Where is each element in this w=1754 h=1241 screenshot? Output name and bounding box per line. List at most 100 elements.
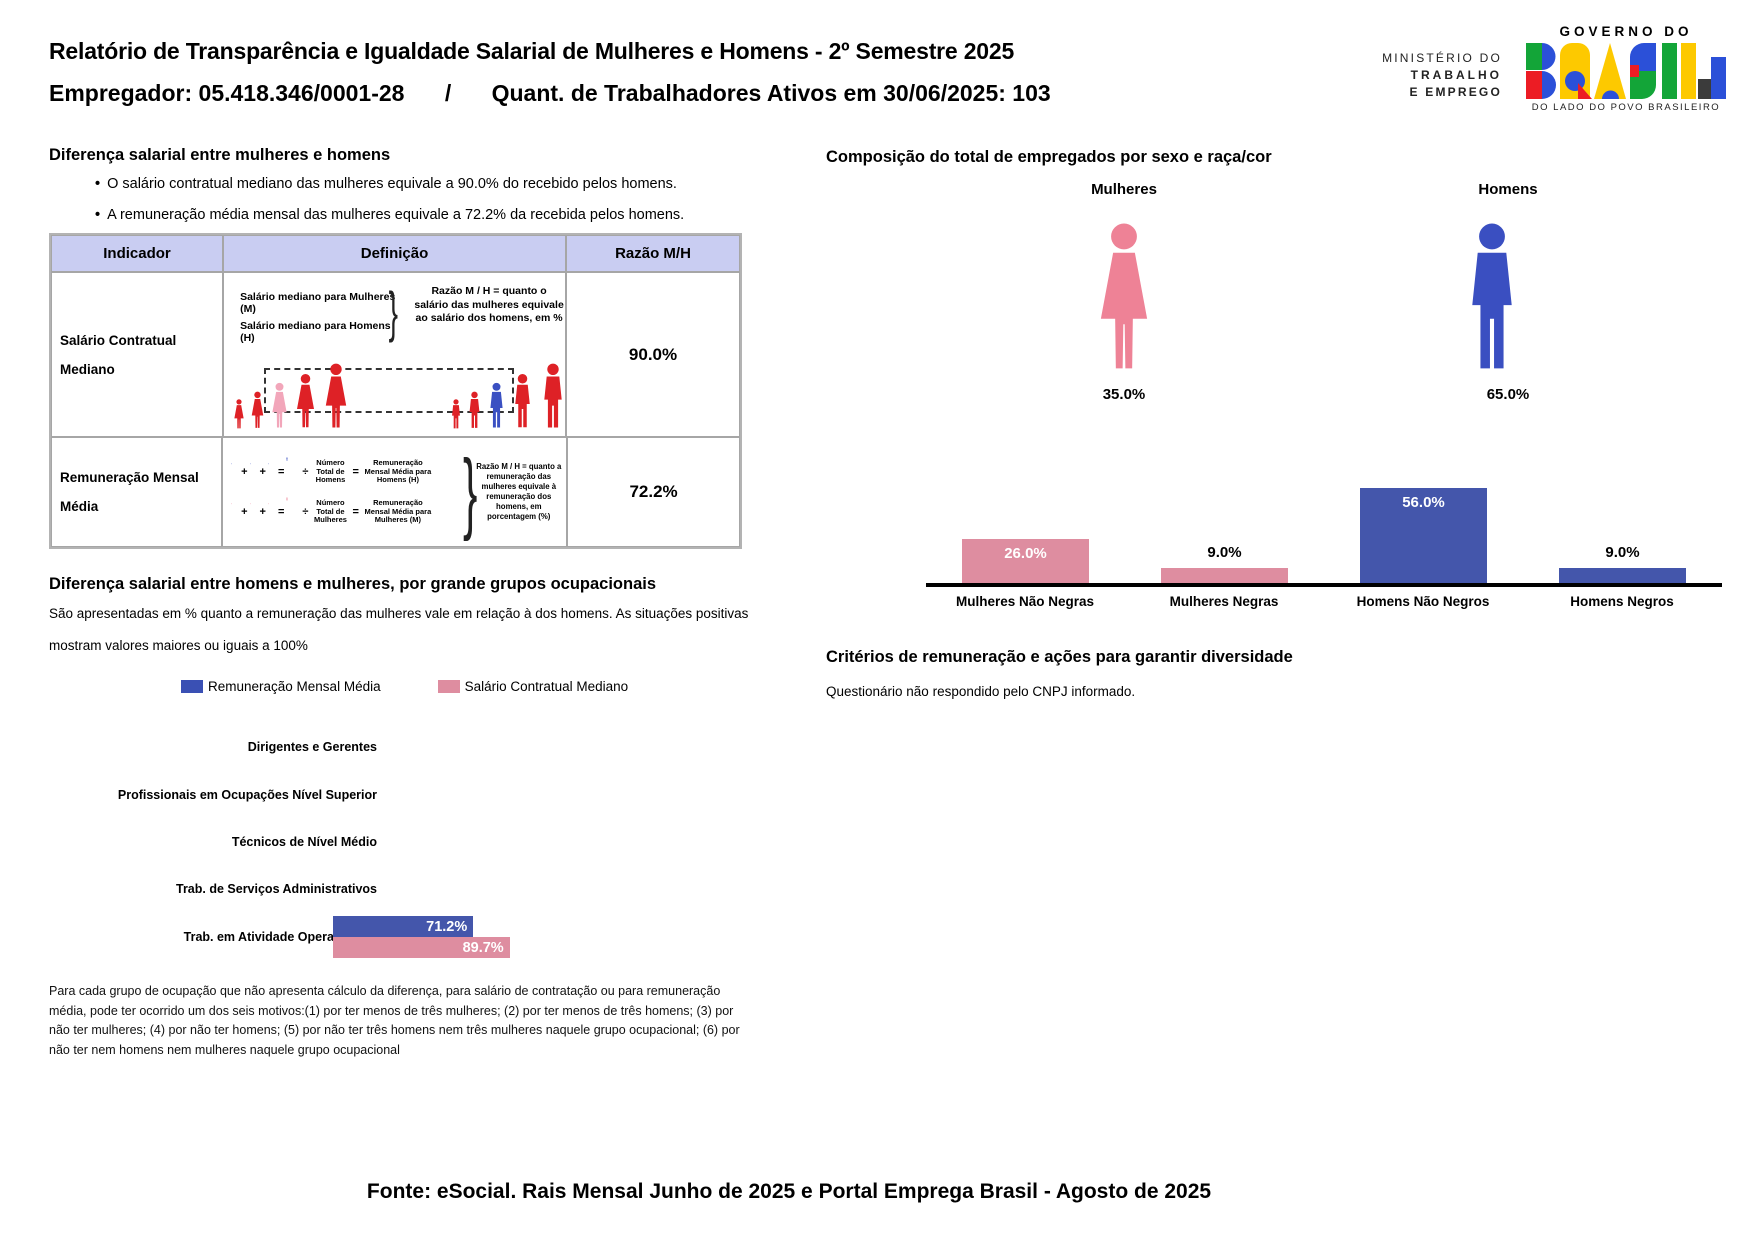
woman-icon [321,363,351,429]
women-formula: + + = ÷ Número Total de Mulheres = Remun… [231,497,459,527]
report-title: Relatório de Transparência e Igualdade S… [49,38,1015,64]
ministry-line3: E EMPREGO [1409,85,1502,99]
woman-icon-large [286,497,300,527]
source-line: Fonte: eSocial. Rais Mensal Junho de 202… [366,1180,1212,1203]
brace-icon: } [463,441,478,543]
employer-id: Empregador: 05.418.346/0001-28 [49,80,405,106]
man-icon-median [486,382,507,429]
women-result-label: Remuneração Mensal Média para Mulheres (… [364,498,432,525]
median-women-label: Salário mediano para Mulheres (M) [240,291,396,315]
divide-sign: ÷ [302,506,309,518]
category-dirigentes: Dirigentes e Gerentes [247,740,377,754]
median-men-label: Salário mediano para Homens (H) [240,320,391,344]
legend-item-mensal-media: Remuneração Mensal Média [181,679,381,694]
header-razao: Razão M/H [566,235,740,272]
category-servicos-adm: Trab. de Serviços Administrativos [176,882,377,896]
chart-legend: Remuneração Mensal Média Salário Contrat… [49,679,749,694]
criteria-title: Critérios de remuneração e ações para ga… [826,648,1293,666]
men-formula: + + = ÷ Número Total de Homens = Remuner… [231,457,459,487]
header-indicador: Indicador [51,235,223,272]
composition-title: Composição do total de empregados por se… [826,148,1272,166]
category-profissionais: Profissionais em Ocupações Nível Superio… [117,788,377,802]
ratio-cell-median: 90.0% [566,272,740,437]
bar-value-label: 9.0% [1605,544,1640,561]
divide-sign: ÷ [302,466,309,478]
definition-cell-median: Salário mediano para Mulheres (M) Salári… [223,272,568,437]
indicator-table: Indicador Definição Razão M/H Salário Co… [49,233,742,549]
bracket-icon: } [388,280,399,343]
men-figure-label: Homens [1478,181,1538,198]
man-icon [510,373,535,429]
legend-label: Salário Contratual Mediano [464,679,629,694]
indicator-cell-mean: Remuneração Mensal Média [51,437,223,547]
man-icon [449,399,463,429]
indicator-cell-median: Salário Contratual Mediano [51,272,224,437]
bullet-mean: A remuneração média mensal das mulheres … [95,207,755,223]
hbar-remuneracao-media: 71.2% [333,916,474,937]
man-icon-large [286,457,300,487]
subtitle-line2: mostram valores maiores ou iguais a 100% [49,638,308,653]
equals-sign: = [352,466,359,478]
woman-icon [250,503,258,521]
salary-diff-title: Diferença salarial entre mulheres e home… [49,146,391,164]
separator: / [444,80,452,106]
woman-icon [293,373,318,429]
bar-mulheres-negras [1161,567,1288,583]
median-explanation: Razão M / H = quanto o salário das mulhe… [414,285,564,324]
category-tecnicos: Técnicos de Nível Médio [231,835,377,849]
category-label: Homens Negros [1570,594,1674,609]
ministry-logo: MINISTÉRIO DO TRABALHO E EMPREGO [1240,50,1502,101]
woman-icon [232,399,246,429]
mean-explanation: Razão M / H = quanto a remuneração das m… [476,462,562,521]
govbr-tagline: DO LADO DO POVO BRASILEIRO [1531,102,1721,113]
women-figure-label: Mulheres [1091,181,1157,198]
table-row-median: Salário Contratual Mediano Salário media… [51,272,740,437]
category-operacionais: Trab. em Atividade Operacionais [183,930,377,944]
men-result-label: Remuneração Mensal Média para Homens (H) [364,458,432,485]
man-icon [466,391,483,429]
hbar-value-label: 71.2% [426,918,468,935]
bar-value-label: 26.0% [1004,544,1047,562]
equals-sign: = [277,466,285,478]
women-pictogram-icon [1090,222,1158,372]
legend-swatch-blue [181,680,203,693]
govbr-top-text: GOVERNO DO [1559,24,1693,39]
legend-label: Remuneração Mensal Média [208,679,381,694]
govbr-logo: GOVERNO DO DO LADO DO POVO BRASILEIRO [1518,24,1734,113]
category-label: Mulheres Não Negras [955,594,1095,609]
women-percentage: 35.0% [1102,386,1146,403]
legend-swatch-pink [437,680,460,693]
occupational-footnote: Para cada grupo de ocupação que não apre… [49,984,740,1057]
woman-icon [249,391,266,429]
x-axis-line [926,583,1722,587]
composition-chart: 26.0% 9.0% 56.0% 9.0% Mulheres Não Negra… [826,430,1740,615]
bar-mulheres-nao-negras: 26.0% [962,538,1089,583]
woman-icon [268,503,276,521]
plus-sign: + [241,466,248,478]
subtitle-line1: São apresentadas em % quanto a remuneraç… [49,606,749,621]
equals-sign: = [277,506,285,518]
woman-icon [231,503,239,521]
men-total-label: Número Total de Homens [315,458,346,485]
men-pictogram-icon [1458,222,1526,372]
man-icon [250,463,258,481]
man-icon [231,463,239,481]
bar-homens-nao-negros: 56.0% [1360,487,1487,583]
table-header-row: Indicador Definição Razão M/H [51,235,740,272]
man-icon [538,363,568,429]
bar-value-label: 9.0% [1207,544,1242,561]
plus-sign: + [241,506,248,518]
equals-sign: = [352,506,359,518]
plus-sign: + [259,466,266,478]
criteria-text: Questionário não respondido pelo CNPJ in… [826,684,1136,699]
bar-value-label: 56.0% [1402,493,1445,511]
ministry-line1: MINISTÉRIO DO [1382,51,1502,65]
ratio-cell-mean: 72.2% [567,437,740,547]
occupational-chart: Dirigentes e Gerentes Profissionais em O… [49,730,749,970]
definition-cell-mean: + + = ÷ Número Total de Homens = Remuner… [222,437,568,547]
man-icon [268,463,276,481]
occupational-title: Diferença salarial entre homens e mulher… [49,575,657,593]
active-workers: Quant. de Trabalhadores Ativos em 30/06/… [491,80,1051,106]
men-percentage: 65.0% [1486,386,1530,403]
